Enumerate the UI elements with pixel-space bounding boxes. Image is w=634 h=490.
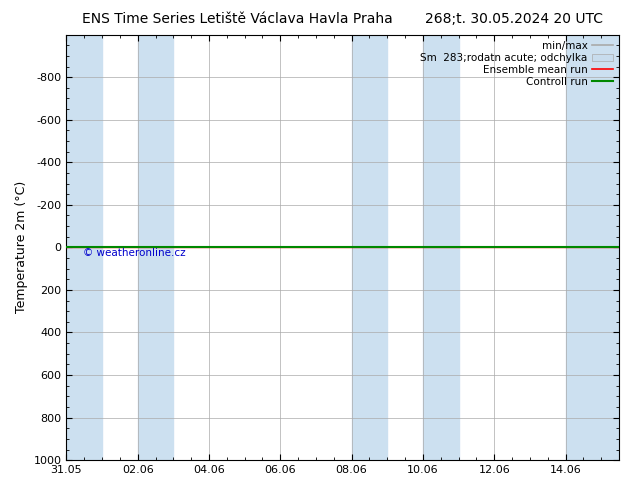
Text: ENS Time Series Letiště Václava Havla Praha: ENS Time Series Letiště Václava Havla Pr… — [82, 12, 393, 26]
Y-axis label: Temperature 2m (°C): Temperature 2m (°C) — [15, 181, 28, 314]
Bar — [67, 35, 102, 460]
Text: © weatheronline.cz: © weatheronline.cz — [83, 248, 186, 258]
Text: 268;t. 30.05.2024 20 UTC: 268;t. 30.05.2024 20 UTC — [425, 12, 603, 26]
Legend: min/max, Sm  283;rodatn acute; odchylka, Ensemble mean run, Controll run: min/max, Sm 283;rodatn acute; odchylka, … — [417, 37, 617, 91]
Bar — [566, 35, 619, 460]
Bar — [423, 35, 458, 460]
Bar — [138, 35, 173, 460]
Bar — [352, 35, 387, 460]
